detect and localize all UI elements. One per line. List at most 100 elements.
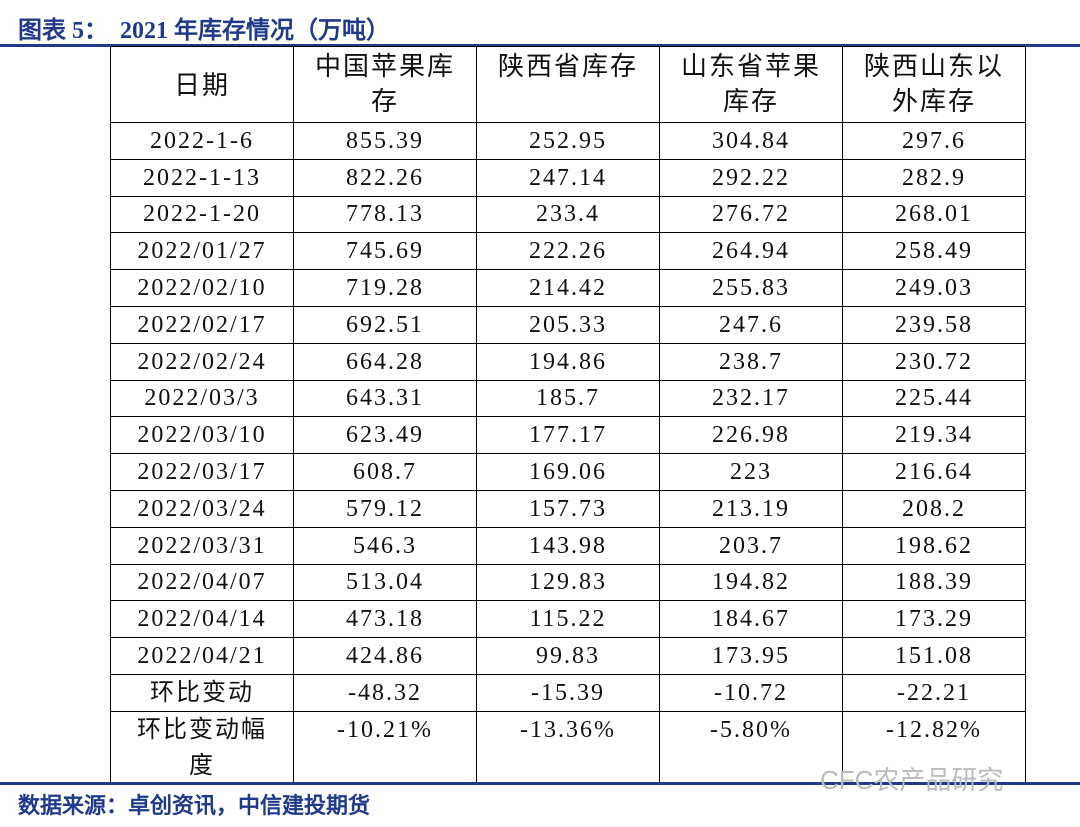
cell: 169.06 bbox=[476, 453, 660, 491]
cell: 225.44 bbox=[842, 379, 1026, 418]
cell: 692.51 bbox=[293, 305, 477, 344]
cell: 778.13 bbox=[293, 195, 477, 234]
column-header: 陕西省库存 bbox=[476, 46, 660, 123]
cell: 198.62 bbox=[842, 526, 1026, 565]
table-row: 2022/03/10 623.49 177.17 226.98 219.34 bbox=[110, 416, 1026, 455]
table-row: 2022/02/17 692.51 205.33 247.6 239.58 bbox=[110, 305, 1026, 344]
row-label: 环比变动 bbox=[110, 673, 294, 712]
top-rule bbox=[0, 44, 1080, 47]
cell: 258.49 bbox=[842, 232, 1026, 271]
table-row: 2022/04/07 513.04 129.83 194.82 188.39 bbox=[110, 563, 1026, 602]
row-label: 2022/02/17 bbox=[110, 305, 294, 344]
cell: 249.03 bbox=[842, 269, 1026, 307]
cell: -48.32 bbox=[293, 673, 477, 712]
row-label: 2022-1-20 bbox=[110, 195, 294, 234]
cell: 247.14 bbox=[476, 158, 660, 197]
cell: 252.95 bbox=[476, 122, 660, 160]
cell: 194.82 bbox=[659, 563, 843, 602]
column-header: 陕西山东以外库存 bbox=[842, 46, 1026, 123]
cell: 115.22 bbox=[476, 600, 660, 639]
table-row: 2022-1-13 822.26 247.14 292.22 282.9 bbox=[110, 158, 1026, 197]
cell: 546.3 bbox=[293, 526, 477, 565]
row-label: 2022/04/07 bbox=[110, 563, 294, 602]
cell: 233.4 bbox=[476, 195, 660, 234]
cell: 304.84 bbox=[659, 122, 843, 160]
cell: 239.58 bbox=[842, 305, 1026, 344]
cell: 173.95 bbox=[659, 637, 843, 675]
row-label: 2022/04/14 bbox=[110, 600, 294, 639]
cell: 255.83 bbox=[659, 269, 843, 307]
cell: 822.26 bbox=[293, 158, 477, 197]
cell: 268.01 bbox=[842, 195, 1026, 234]
cell: -5.80% bbox=[659, 710, 843, 785]
row-label: 2022/02/24 bbox=[110, 342, 294, 381]
cell: 264.94 bbox=[659, 232, 843, 271]
row-label: 2022/03/24 bbox=[110, 489, 294, 528]
cell: 219.34 bbox=[842, 416, 1026, 455]
bottom-rule bbox=[0, 782, 1080, 785]
cell: 232.17 bbox=[659, 379, 843, 418]
table-row: 2022/01/27 745.69 222.26 264.94 258.49 bbox=[110, 232, 1026, 271]
table-row: 环比变动 -48.32 -15.39 -10.72 -22.21 bbox=[110, 673, 1026, 712]
cell: 173.29 bbox=[842, 600, 1026, 639]
cell: 208.2 bbox=[842, 489, 1026, 528]
cell: 157.73 bbox=[476, 489, 660, 528]
column-header: 日期 bbox=[110, 46, 294, 123]
cell: 188.39 bbox=[842, 563, 1026, 602]
row-label: 2022-1-13 bbox=[110, 158, 294, 197]
table-row: 2022/02/24 664.28 194.86 238.7 230.72 bbox=[110, 342, 1026, 381]
cell: 247.6 bbox=[659, 305, 843, 344]
table-row: 2022/04/21 424.86 99.83 173.95 151.08 bbox=[110, 637, 1026, 675]
cell: 213.19 bbox=[659, 489, 843, 528]
table-row: 2022/03/24 579.12 157.73 213.19 208.2 bbox=[110, 489, 1026, 528]
cell: 664.28 bbox=[293, 342, 477, 381]
cell: 226.98 bbox=[659, 416, 843, 455]
cell: 745.69 bbox=[293, 232, 477, 271]
cell: -22.21 bbox=[842, 673, 1026, 712]
cell: 276.72 bbox=[659, 195, 843, 234]
cell: 205.33 bbox=[476, 305, 660, 344]
inventory-table: 日期 中国苹果库存 陕西省库存 山东省苹果库存 陕西山东以外库存 2022-1-6 855.… bbox=[110, 46, 1026, 785]
cell: 282.9 bbox=[842, 158, 1026, 197]
table-row: 环比变动幅度 -10.21% -13.36% -5.80% -12.82% bbox=[110, 710, 1026, 785]
cell: 129.83 bbox=[476, 563, 660, 602]
row-label: 2022-1-6 bbox=[110, 122, 294, 160]
row-label: 环比变动幅度 bbox=[110, 710, 294, 785]
cell: 214.42 bbox=[476, 269, 660, 307]
source: 数据来源：卓创资讯，中信建投期货 bbox=[18, 793, 371, 818]
cell: 230.72 bbox=[842, 342, 1026, 381]
row-label: 2022/03/17 bbox=[110, 453, 294, 491]
column-header: 中国苹果库存 bbox=[293, 46, 477, 123]
cell: -10.21% bbox=[293, 710, 477, 785]
cell: 643.31 bbox=[293, 379, 477, 418]
cell: 222.26 bbox=[476, 232, 660, 271]
cell: 177.17 bbox=[476, 416, 660, 455]
cell: 184.67 bbox=[659, 600, 843, 639]
column-header: 山东省苹果库存 bbox=[659, 46, 843, 123]
row-label: 2022/03/10 bbox=[110, 416, 294, 455]
cell: 579.12 bbox=[293, 489, 477, 528]
cell: 608.7 bbox=[293, 453, 477, 491]
table-row: 2022/02/10 719.28 214.42 255.83 249.03 bbox=[110, 269, 1026, 307]
row-label: 2022/03/31 bbox=[110, 526, 294, 565]
cell: 143.98 bbox=[476, 526, 660, 565]
cell: 473.18 bbox=[293, 600, 477, 639]
cell: 223 bbox=[659, 453, 843, 491]
table-row: 2022/03/3 643.31 185.7 232.17 225.44 bbox=[110, 379, 1026, 418]
cell: 292.22 bbox=[659, 158, 843, 197]
cell: -13.36% bbox=[476, 710, 660, 785]
table-row: 2022/03/31 546.3 143.98 203.7 198.62 bbox=[110, 526, 1026, 565]
table-row: 2022/04/14 473.18 115.22 184.67 173.29 bbox=[110, 600, 1026, 639]
watermark: CFC农产品研究 bbox=[820, 765, 1004, 795]
table-row: 2022-1-6 855.39 252.95 304.84 297.6 bbox=[110, 122, 1026, 160]
cell: 238.7 bbox=[659, 342, 843, 381]
cell: -15.39 bbox=[476, 673, 660, 712]
table-row: 2022/03/17 608.7 169.06 223 216.64 bbox=[110, 453, 1026, 491]
cell: 185.7 bbox=[476, 379, 660, 418]
row-label: 2022/02/10 bbox=[110, 269, 294, 307]
cell: 203.7 bbox=[659, 526, 843, 565]
cell: 719.28 bbox=[293, 269, 477, 307]
header-row: 日期 中国苹果库存 陕西省库存 山东省苹果库存 陕西山东以外库存 bbox=[110, 46, 1026, 123]
cell: 297.6 bbox=[842, 122, 1026, 160]
